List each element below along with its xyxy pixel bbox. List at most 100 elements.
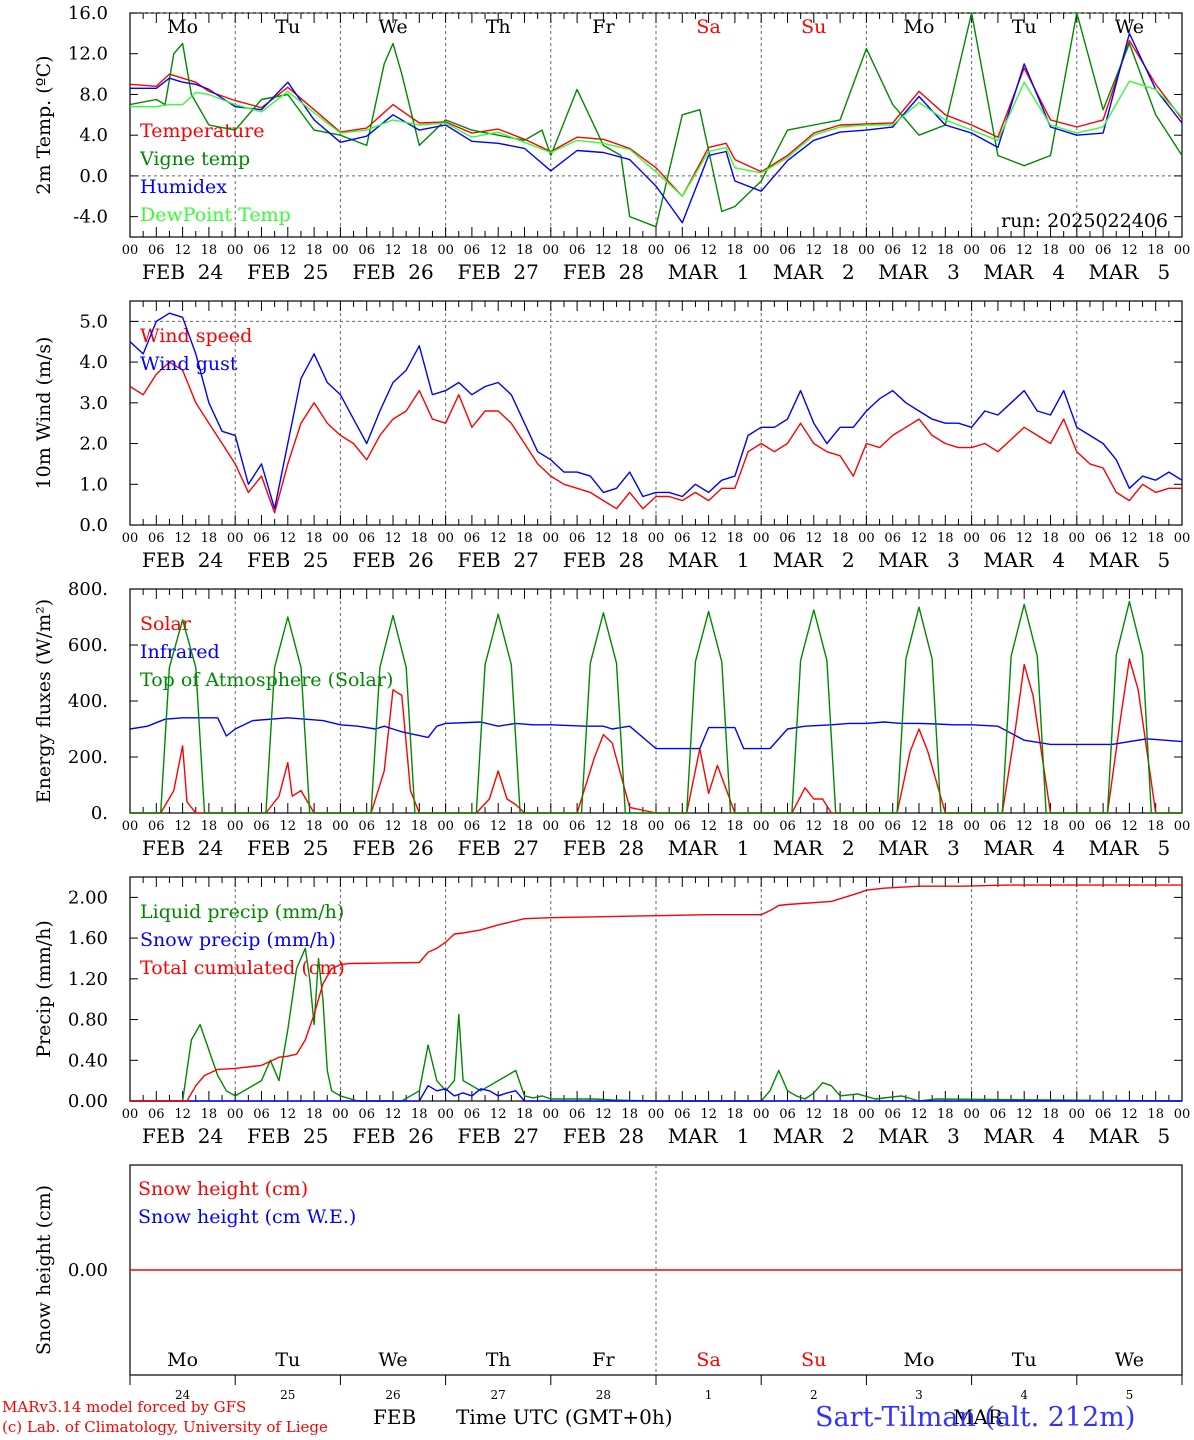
credit-line-2: (c) Lab. of Climatology, University of L… (2, 1418, 328, 1436)
x-hour-label: 12 (911, 1107, 928, 1122)
x-hour-label: 12 (806, 531, 823, 546)
legend-entry: Humidex (140, 176, 227, 198)
x-hour-label: 06 (884, 243, 901, 258)
x-hour-label: 06 (148, 243, 165, 258)
x-hour-label: 06 (990, 531, 1007, 546)
legend-entry: Snow height (cm) (138, 1178, 308, 1200)
x-hour-label: 00 (648, 531, 665, 546)
x-hour-label: 00 (543, 531, 560, 546)
x-hour-label: 00 (753, 243, 770, 258)
x-date-label: FEB 28 (563, 1124, 644, 1148)
x-hour-label: 12 (174, 819, 191, 834)
x-hour-label: 18 (1042, 819, 1059, 834)
x-hour-label: 00 (437, 531, 454, 546)
x-hour-label: 06 (464, 531, 481, 546)
x-hour-label: 18 (621, 243, 638, 258)
x-hour-label: 00 (1069, 1107, 1086, 1122)
x-hour-label: 06 (779, 819, 796, 834)
x-hour-label: 00 (648, 819, 665, 834)
series-line-humidex (130, 32, 1183, 224)
x-hour-label: 06 (1095, 1107, 1112, 1122)
credit-line-1: MARv3.14 model forced by GFS (2, 1398, 247, 1416)
x-date-label: MAR 3 (878, 260, 960, 284)
y-tick-label: 600. (68, 635, 108, 656)
x-hour-label: 06 (569, 1107, 586, 1122)
x-hour-label: 12 (700, 1107, 717, 1122)
x-hour-label: 18 (621, 531, 638, 546)
legend-entry: Wind speed (140, 325, 252, 347)
x-date-label: MAR 4 (983, 548, 1065, 572)
x-hour-label: 12 (700, 819, 717, 834)
x-hour-label: 18 (411, 819, 428, 834)
x-hour-label: 00 (963, 531, 980, 546)
series-line-wind-gust (129, 312, 1183, 510)
x-hour-label: 12 (911, 243, 928, 258)
x-hour-label: 18 (1042, 531, 1059, 546)
weekday-label: Su (801, 1349, 826, 1371)
x-hour-label: 00 (227, 531, 244, 546)
x-hour-label: 00 (332, 819, 349, 834)
x-hour-label: 18 (306, 243, 323, 258)
x-hour-label: 06 (569, 531, 586, 546)
weekday-label: Fr (592, 16, 615, 38)
x-hour-label: 12 (1016, 243, 1033, 258)
x-hour-label: 00 (332, 243, 349, 258)
x-date-label: FEB 24 (142, 1124, 223, 1148)
x-hour-label: 18 (832, 1107, 849, 1122)
x-hour-label: 06 (569, 819, 586, 834)
weekday-label: Tu (1012, 16, 1037, 38)
series-line-solar (130, 658, 1182, 814)
x-date-label: FEB 27 (458, 1124, 539, 1148)
x-date-label: FEB 28 (563, 548, 644, 572)
x-date-label: MAR 2 (773, 548, 855, 572)
weekday-label: Mo (167, 1349, 198, 1371)
x-date-label: MAR 5 (1089, 836, 1171, 860)
x-date-label: FEB 26 (352, 260, 433, 284)
x-hour-label: 18 (201, 531, 218, 546)
y-tick-label: 8.0 (79, 84, 108, 105)
x-date-label: MAR 4 (983, 1124, 1065, 1148)
x-hour-label: 00 (122, 531, 139, 546)
x-hour-label: 12 (806, 819, 823, 834)
x-hour-label: 12 (1016, 1107, 1033, 1122)
day-number-label: 27 (491, 1388, 506, 1402)
y-tick-label: 4.0 (79, 125, 108, 146)
x-hour-label: 12 (280, 819, 297, 834)
x-hour-label: 12 (595, 1107, 612, 1122)
x-hour-label: 06 (148, 1107, 165, 1122)
x-hour-label: 18 (727, 243, 744, 258)
x-hour-label: 06 (358, 819, 375, 834)
x-hour-label: 12 (280, 1107, 297, 1122)
x-hour-label: 12 (385, 819, 402, 834)
x-date-label: MAR 1 (668, 836, 750, 860)
y-axis-title: 2m Temp. (ºC) (33, 55, 55, 194)
y-tick-label: 12.0 (68, 44, 108, 65)
x-hour-label: 00 (227, 819, 244, 834)
x-hour-label: 18 (832, 819, 849, 834)
x-hour-label: 18 (411, 1107, 428, 1122)
x-hour-label: 00 (963, 243, 980, 258)
x-hour-label: 18 (832, 243, 849, 258)
x-hour-label: 00 (543, 819, 560, 834)
legend-entry: Liquid precip (mm/h) (140, 901, 344, 923)
weekday-label: Tu (275, 16, 300, 38)
x-hour-label: 12 (174, 1107, 191, 1122)
x-hour-label: 18 (201, 243, 218, 258)
y-tick-label: 200. (68, 747, 108, 768)
y-axis-title: 10m Wind (m/s) (33, 337, 55, 490)
x-hour-label: 18 (1042, 243, 1059, 258)
y-tick-label: 4.0 (79, 352, 108, 373)
x-date-label: FEB 24 (142, 548, 223, 572)
y-tick-label: 2.00 (68, 887, 108, 908)
x-hour-label: 00 (963, 1107, 980, 1122)
x-hour-label: 18 (621, 819, 638, 834)
footer-month-label: FEB (373, 1405, 417, 1429)
x-hour-label: 18 (727, 1107, 744, 1122)
x-hour-label: 00 (227, 243, 244, 258)
weekday-label: Su (801, 16, 826, 38)
day-number-label: 24 (175, 1388, 191, 1402)
x-hour-label: 00 (332, 1107, 349, 1122)
weekday-label: Th (486, 16, 511, 38)
x-hour-label: 00 (122, 243, 139, 258)
weekday-label: Mo (167, 16, 198, 38)
